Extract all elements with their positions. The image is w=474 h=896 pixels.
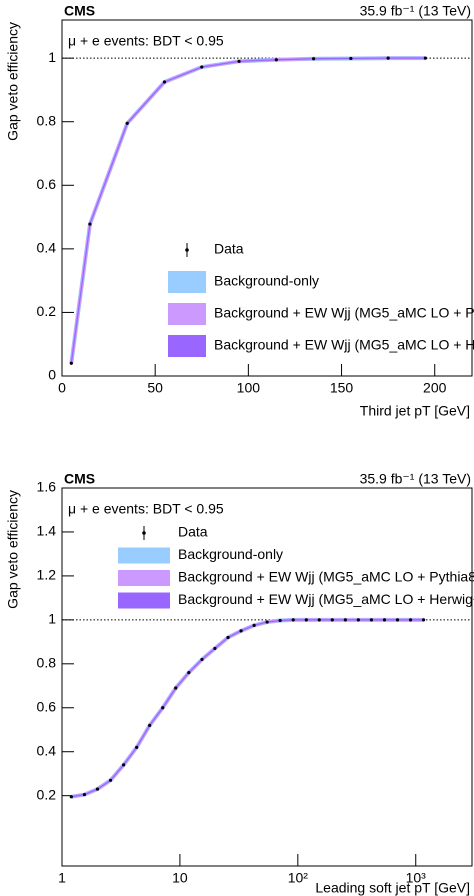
x-axis-label: Third jet pT [GeV] <box>360 403 470 419</box>
data-point <box>237 59 241 63</box>
y-tick-label: 0.4 <box>37 240 57 256</box>
x-tick-label: 1 <box>58 870 66 886</box>
data-point <box>187 671 191 675</box>
data-point <box>330 618 334 622</box>
y-axis-label: Gap veto efficiency <box>5 490 21 609</box>
data-point <box>408 618 413 622</box>
data-point <box>274 58 278 62</box>
y-tick-label: 1 <box>48 49 56 65</box>
data-point <box>122 763 126 767</box>
data-point <box>239 629 243 633</box>
data-point <box>88 222 92 226</box>
legend-swatch <box>168 335 206 357</box>
y-tick-label: 0.2 <box>37 786 57 802</box>
plot-frame <box>61 19 473 377</box>
legend-label: Data <box>178 524 208 540</box>
data-point <box>82 792 87 797</box>
data-point <box>69 795 73 799</box>
annotation: μ + e events: BDT < 0.95 <box>68 501 224 517</box>
legend-label: Background + EW Wjj (MG5_aMC LO + Pythia… <box>214 305 474 321</box>
y-tick-label: 0 <box>48 367 56 383</box>
legend-label: Background + EW Wjj (MG5_aMC LO + Pythia… <box>178 569 474 585</box>
y-tick-label: 0.6 <box>37 176 57 192</box>
y-tick-label: 0.6 <box>37 698 57 714</box>
x-axis-label: Leading soft jet pT [GeV] <box>315 880 470 896</box>
data-point <box>213 646 217 651</box>
legend-label: Background-only <box>214 273 319 289</box>
data-point <box>200 657 204 662</box>
annotation: μ + e events: BDT < 0.95 <box>68 33 224 49</box>
x-tick-label: 50 <box>147 380 163 396</box>
y-tick-label: 1.6 <box>37 479 57 495</box>
x-tick-label: 200 <box>423 380 447 396</box>
legend-swatch <box>118 547 170 564</box>
data-point <box>356 618 360 622</box>
mc-line <box>71 619 424 798</box>
y-tick-label: 0.8 <box>37 112 57 128</box>
y-axis-label: Gap veto efficiency <box>5 22 21 141</box>
legend-swatch <box>118 570 170 586</box>
data-point <box>278 618 282 623</box>
data-point <box>265 620 269 624</box>
data-point <box>386 56 390 60</box>
data-point <box>349 56 353 61</box>
x-tick-label: 10³ <box>406 870 427 886</box>
legend-swatch <box>118 592 170 609</box>
data-point <box>423 56 428 60</box>
y-tick-label: 1 <box>48 611 56 627</box>
data-point <box>161 706 165 710</box>
data-point <box>226 635 230 640</box>
y-tick-label: 0.2 <box>37 303 57 319</box>
legend-label: Background + EW Wjj (MG5_aMC LO + Herwig… <box>214 337 474 353</box>
data-point <box>382 618 387 622</box>
data-point <box>148 723 152 727</box>
experiment-label: CMS <box>64 3 95 19</box>
luminosity-label: 35.9 fb⁻¹ (13 TeV) <box>360 471 471 487</box>
data-point <box>252 623 256 627</box>
data-point <box>395 618 400 622</box>
data-point <box>135 745 139 749</box>
legend-swatch <box>168 271 206 293</box>
y-tick-label: 1.4 <box>37 523 57 539</box>
legend-label: Background + EW Wjj (MG5_aMC LO + Herwig… <box>178 591 474 607</box>
x-tick-label: 0 <box>58 380 66 396</box>
data-point <box>311 57 316 61</box>
x-tick-label: 150 <box>330 380 354 396</box>
data-point <box>317 618 321 622</box>
legend-label: Background-only <box>178 546 283 562</box>
data-point <box>125 121 129 125</box>
legend-marker <box>142 531 146 535</box>
legend-swatch <box>168 303 206 325</box>
data-point <box>369 618 374 622</box>
data-point <box>108 778 113 782</box>
luminosity-label: 35.9 fb⁻¹ (13 TeV) <box>360 3 471 19</box>
x-tick-label: 10² <box>288 870 309 886</box>
data-point <box>162 80 167 84</box>
x-tick-label: 100 <box>237 380 261 396</box>
data-point <box>200 65 204 69</box>
y-tick-label: 1.2 <box>37 567 57 583</box>
data-point <box>343 618 347 622</box>
plot-frame <box>61 487 473 867</box>
y-tick-label: 0.8 <box>37 655 57 671</box>
experiment-label: CMS <box>64 471 95 487</box>
data-point <box>291 618 295 622</box>
data-point <box>304 618 308 622</box>
data-point <box>422 618 426 622</box>
legend-label: Data <box>214 241 244 257</box>
y-tick-label: 0.4 <box>37 742 57 758</box>
mc-line <box>71 617 424 799</box>
data-point <box>174 686 178 690</box>
data-point <box>69 361 73 365</box>
mc-line <box>71 618 424 799</box>
x-tick-label: 10 <box>172 870 188 886</box>
legend-marker <box>185 248 189 252</box>
data-point <box>95 787 100 791</box>
